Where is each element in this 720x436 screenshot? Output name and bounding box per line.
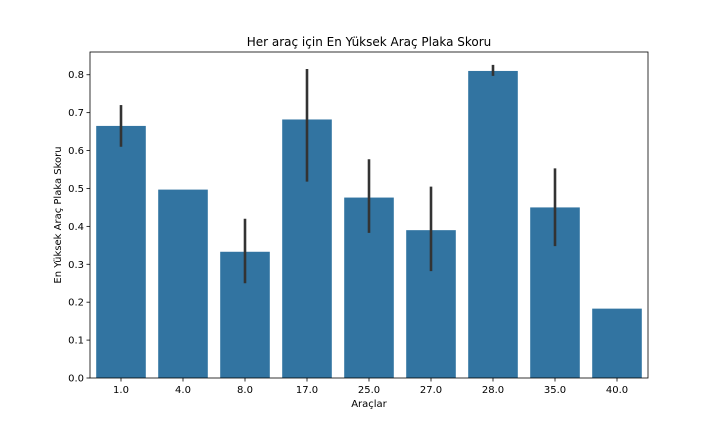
bar: [592, 308, 642, 378]
x-axis: 1.0 4.0 8.0 17.0 25.0 27.0 28.0 35.0 40.0: [113, 378, 628, 396]
x-tick-label: 28.0: [482, 385, 504, 396]
bar: [468, 70, 518, 378]
y-tick-label: 0.0: [68, 374, 84, 385]
y-tick-label: 0.7: [68, 108, 84, 119]
y-tick-label: 0.2: [68, 298, 84, 309]
x-axis-label: Araçlar: [351, 399, 387, 410]
x-tick-label: 25.0: [358, 385, 380, 396]
y-tick-label: 0.4: [68, 222, 84, 233]
bar: [158, 189, 208, 378]
y-axis-label: En Yüksek Araç Plaka Skoru: [53, 146, 64, 283]
x-tick-label: 17.0: [296, 385, 318, 396]
y-tick-label: 0.6: [68, 146, 84, 157]
error-bars-layer: [119, 64, 557, 284]
x-tick-label: 1.0: [113, 385, 129, 396]
plot-frame: [89, 51, 649, 379]
bar: [96, 125, 146, 378]
y-tick-label: 0.1: [68, 336, 84, 347]
x-tick-label: 40.0: [606, 385, 628, 396]
y-tick-label: 0.3: [68, 260, 84, 271]
x-tick-label: 35.0: [544, 385, 566, 396]
chart-title: Her araç için En Yüksek Araç Plaka Skoru: [247, 35, 492, 49]
x-tick-label: 8.0: [237, 385, 253, 396]
y-tick-label: 0.5: [68, 184, 84, 195]
y-tick-label: 0.8: [68, 70, 84, 81]
x-tick-label: 27.0: [420, 385, 442, 396]
y-axis: 0.0 0.1 0.2 0.3 0.4 0.5 0.6 0.7 0.8: [68, 70, 90, 385]
x-tick-label: 4.0: [175, 385, 191, 396]
